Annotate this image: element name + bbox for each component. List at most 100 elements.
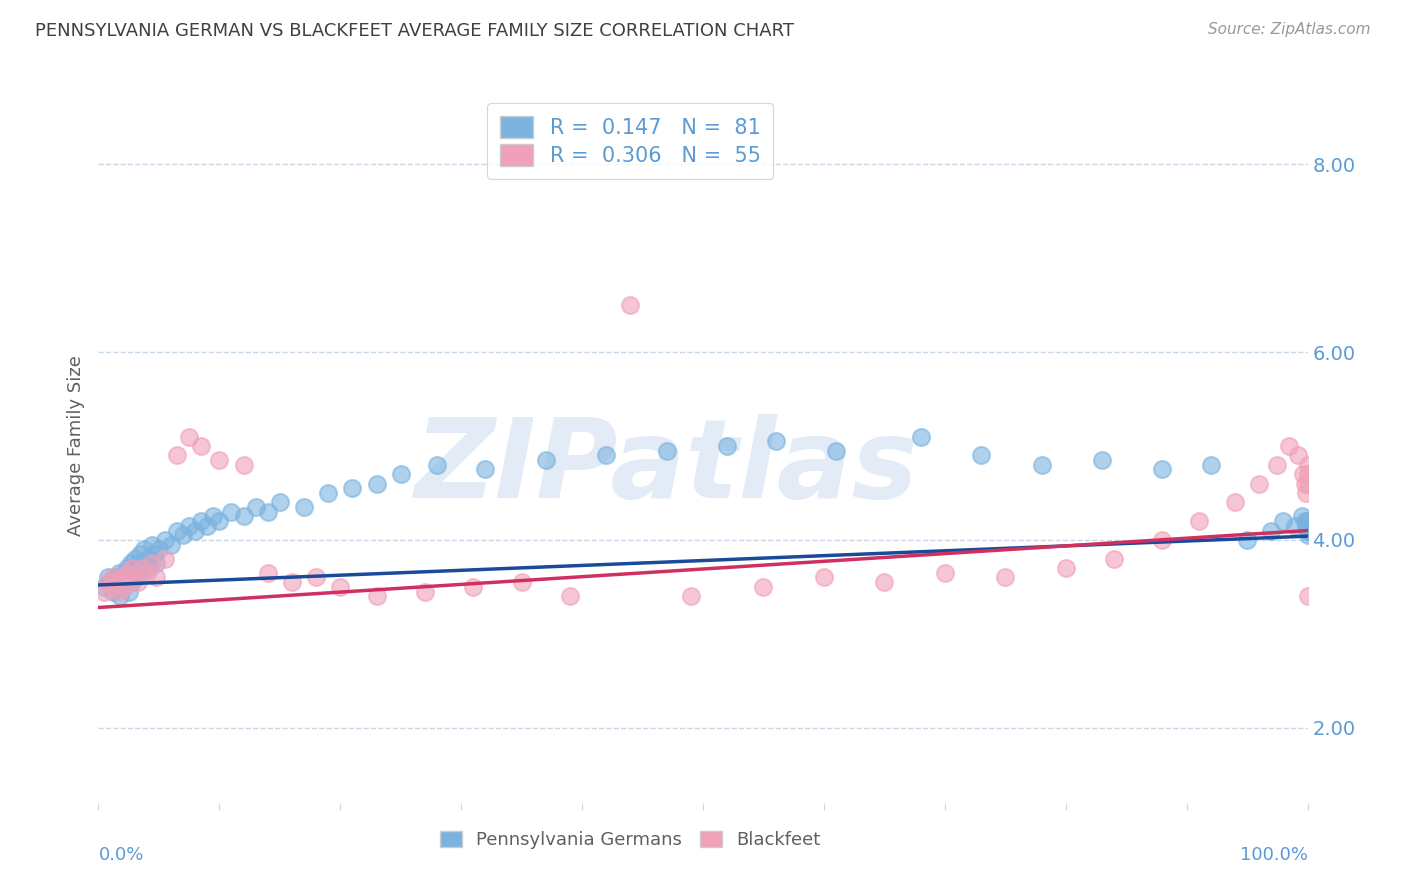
Point bbox=[426, 458, 449, 472]
Point bbox=[1102, 551, 1125, 566]
Point bbox=[1296, 524, 1319, 538]
Point bbox=[595, 449, 617, 463]
Point bbox=[118, 575, 141, 590]
Point bbox=[131, 557, 153, 571]
Text: Source: ZipAtlas.com: Source: ZipAtlas.com bbox=[1208, 22, 1371, 37]
Text: ZIPatlas: ZIPatlas bbox=[415, 414, 918, 521]
Text: PENNSYLVANIA GERMAN VS BLACKFEET AVERAGE FAMILY SIZE CORRELATION CHART: PENNSYLVANIA GERMAN VS BLACKFEET AVERAGE… bbox=[35, 22, 794, 40]
Point bbox=[166, 449, 188, 463]
Point bbox=[1296, 467, 1319, 482]
Point bbox=[101, 584, 124, 599]
Point bbox=[1294, 476, 1316, 491]
Point bbox=[1286, 449, 1309, 463]
Point bbox=[195, 518, 218, 533]
Point bbox=[135, 566, 157, 580]
Point bbox=[129, 566, 152, 580]
Point bbox=[93, 580, 115, 594]
Point bbox=[127, 557, 149, 571]
Point bbox=[114, 566, 136, 580]
Point bbox=[141, 538, 163, 552]
Point bbox=[121, 561, 143, 575]
Point bbox=[127, 570, 149, 584]
Point bbox=[105, 580, 128, 594]
Point bbox=[121, 575, 143, 590]
Point bbox=[179, 429, 201, 443]
Point bbox=[208, 514, 231, 528]
Point bbox=[1291, 509, 1313, 524]
Point bbox=[256, 566, 278, 580]
Point bbox=[1236, 533, 1258, 547]
Point bbox=[619, 298, 641, 312]
Point bbox=[970, 449, 993, 463]
Point bbox=[120, 557, 142, 571]
Point bbox=[1296, 458, 1319, 472]
Point bbox=[184, 524, 207, 538]
Point bbox=[118, 570, 141, 584]
Point bbox=[1294, 514, 1316, 528]
Point bbox=[1296, 518, 1319, 533]
Point bbox=[127, 575, 149, 590]
Legend: Pennsylvania Germans, Blackfeet: Pennsylvania Germans, Blackfeet bbox=[432, 822, 830, 858]
Text: 0.0%: 0.0% bbox=[98, 846, 143, 863]
Point bbox=[716, 439, 738, 453]
Point bbox=[1267, 458, 1289, 472]
Point bbox=[232, 458, 254, 472]
Point bbox=[97, 575, 120, 590]
Point bbox=[655, 443, 678, 458]
Point bbox=[994, 570, 1017, 584]
Point bbox=[389, 467, 412, 482]
Point bbox=[1296, 589, 1319, 603]
Point bbox=[122, 566, 145, 580]
Point bbox=[153, 551, 176, 566]
Point bbox=[190, 439, 212, 453]
Point bbox=[1278, 439, 1301, 453]
Point bbox=[1054, 561, 1077, 575]
Point bbox=[179, 518, 201, 533]
Point bbox=[269, 495, 291, 509]
Point bbox=[145, 557, 167, 571]
Point bbox=[93, 584, 115, 599]
Point bbox=[153, 533, 176, 547]
Point bbox=[679, 589, 702, 603]
Point bbox=[221, 505, 243, 519]
Point bbox=[1188, 514, 1211, 528]
Point bbox=[534, 453, 557, 467]
Point bbox=[160, 538, 183, 552]
Point bbox=[145, 570, 167, 584]
Point bbox=[825, 443, 848, 458]
Point bbox=[366, 589, 388, 603]
Point bbox=[117, 566, 139, 580]
Point bbox=[934, 566, 956, 580]
Point bbox=[1272, 514, 1295, 528]
Point bbox=[1091, 453, 1114, 467]
Point bbox=[245, 500, 267, 514]
Point bbox=[873, 575, 896, 590]
Point bbox=[510, 575, 533, 590]
Point bbox=[112, 580, 135, 594]
Point bbox=[342, 481, 364, 495]
Point bbox=[104, 570, 127, 584]
Point bbox=[111, 570, 134, 584]
Point bbox=[329, 580, 352, 594]
Point bbox=[1249, 476, 1271, 491]
Point bbox=[1031, 458, 1053, 472]
Point bbox=[463, 580, 485, 594]
Point bbox=[143, 547, 166, 561]
Point bbox=[134, 542, 156, 557]
Point bbox=[765, 434, 787, 449]
Point bbox=[1223, 495, 1246, 509]
Point bbox=[316, 486, 339, 500]
Point bbox=[752, 580, 775, 594]
Point bbox=[1260, 524, 1282, 538]
Point bbox=[202, 509, 225, 524]
Point bbox=[281, 575, 304, 590]
Point bbox=[1199, 458, 1222, 472]
Point bbox=[190, 514, 212, 528]
Point bbox=[813, 570, 835, 584]
Point bbox=[128, 547, 150, 561]
Point bbox=[101, 570, 124, 584]
Point bbox=[166, 524, 188, 538]
Point bbox=[124, 551, 146, 566]
Point bbox=[118, 584, 141, 599]
Point bbox=[115, 575, 138, 590]
